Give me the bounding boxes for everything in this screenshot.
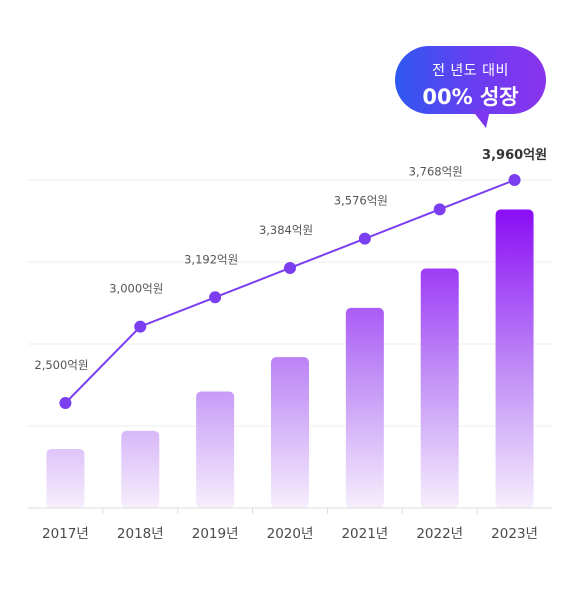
- bar-3: [271, 357, 309, 508]
- x-tick-label-2: 2019년: [192, 526, 239, 542]
- growth-badge-caption: 전 년도 대비: [432, 63, 509, 79]
- x-axis: 2017년 2018년 2019년 2020년 2021년 2022년 2023년: [28, 507, 552, 542]
- line-point-1: [134, 320, 147, 333]
- bar-6: [495, 209, 534, 508]
- x-tick-label-1: 2018년: [117, 526, 164, 542]
- bar-2: [196, 391, 235, 508]
- line-value-label-0: 2,500억원: [34, 358, 88, 372]
- x-tick-label-6: 2023년: [491, 526, 538, 542]
- line-point-3: [284, 261, 296, 274]
- bar-5: [420, 268, 459, 508]
- bar-1: [121, 430, 160, 508]
- line-value-label-6: 3,960억원: [482, 148, 547, 163]
- value-labels: 2,500억원 3,000억원 3,192억원 3,384억원 3,576억원 3,768…: [34, 148, 547, 372]
- line-point-5: [433, 203, 446, 216]
- line-value-label-4: 3,576억원: [334, 194, 388, 208]
- badge-tail: [472, 110, 490, 128]
- line-value-label-1: 3,000억원: [109, 282, 163, 296]
- line-value-label-5: 3,768억원: [409, 164, 463, 178]
- x-tick-label-3: 2020년: [267, 526, 314, 542]
- line-point-0: [59, 397, 72, 409]
- line-value-label-2: 3,192억원: [184, 252, 238, 266]
- line-point-2: [209, 291, 222, 304]
- bars: [46, 209, 534, 508]
- growth-badge-value: 00% 성장: [422, 85, 519, 109]
- growth-line: [59, 174, 521, 409]
- x-tick-label-5: 2022년: [416, 526, 463, 542]
- bar-0: [46, 448, 85, 508]
- growth-badge: 전 년도 대비 00% 성장: [395, 46, 546, 114]
- bar-4: [345, 307, 384, 508]
- x-tick-label-0: 2017년: [42, 526, 89, 542]
- line-value-label-3: 3,384억원: [259, 223, 313, 237]
- line-point-6: [508, 174, 521, 186]
- line-point-4: [358, 232, 371, 245]
- x-tick-label-4: 2021년: [341, 526, 388, 542]
